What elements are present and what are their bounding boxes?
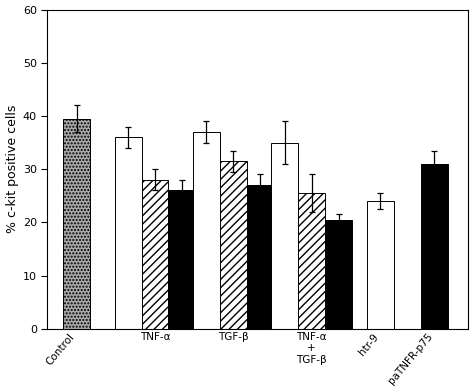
Bar	[325, 220, 352, 329]
Bar	[298, 193, 325, 329]
Bar	[168, 191, 195, 329]
Bar	[421, 164, 447, 329]
Y-axis label: % c-kit positive cells: % c-kit positive cells	[6, 105, 18, 233]
Bar	[367, 201, 394, 329]
Bar	[271, 143, 298, 329]
Bar	[115, 137, 142, 329]
Bar	[193, 132, 220, 329]
Bar	[247, 185, 274, 329]
Bar	[220, 161, 247, 329]
Bar	[63, 119, 90, 329]
Bar	[142, 180, 168, 329]
